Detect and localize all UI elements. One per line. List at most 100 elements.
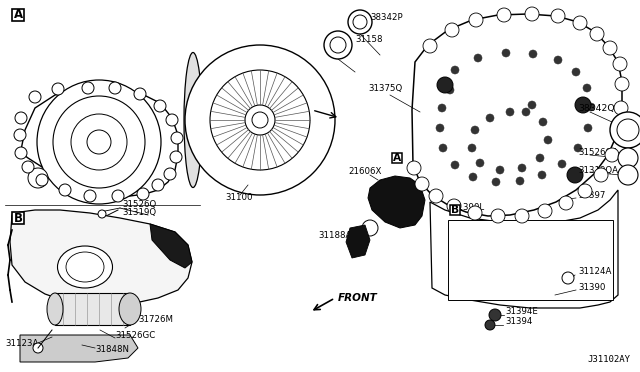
- Polygon shape: [346, 225, 370, 258]
- Ellipse shape: [66, 252, 104, 282]
- Circle shape: [529, 50, 537, 58]
- Circle shape: [185, 45, 335, 195]
- Circle shape: [451, 161, 459, 169]
- Circle shape: [491, 209, 505, 223]
- Polygon shape: [430, 190, 618, 308]
- Ellipse shape: [184, 52, 202, 187]
- Text: 31158: 31158: [355, 35, 383, 45]
- Circle shape: [518, 164, 526, 172]
- Circle shape: [567, 167, 583, 183]
- Circle shape: [583, 84, 591, 92]
- Circle shape: [468, 144, 476, 152]
- Circle shape: [617, 119, 639, 141]
- Circle shape: [539, 118, 547, 126]
- Ellipse shape: [119, 293, 141, 325]
- Circle shape: [429, 189, 443, 203]
- Circle shape: [84, 190, 96, 202]
- Bar: [12, 212, 24, 224]
- Circle shape: [71, 114, 127, 170]
- Text: 31375Q: 31375Q: [368, 83, 403, 93]
- Text: 38342Q: 38342Q: [578, 103, 614, 112]
- Circle shape: [37, 80, 161, 204]
- Circle shape: [474, 54, 482, 62]
- Text: 31848N: 31848N: [95, 346, 129, 355]
- Circle shape: [618, 148, 638, 168]
- Circle shape: [415, 177, 429, 191]
- Polygon shape: [10, 210, 192, 305]
- Circle shape: [584, 124, 592, 132]
- Circle shape: [536, 154, 544, 162]
- Circle shape: [558, 160, 566, 168]
- Circle shape: [170, 151, 182, 163]
- Text: FRONT: FRONT: [338, 293, 378, 303]
- Circle shape: [528, 101, 536, 109]
- Circle shape: [53, 96, 145, 188]
- Text: 31390L: 31390L: [452, 203, 484, 212]
- Circle shape: [52, 83, 64, 95]
- Text: 21606X: 21606X: [348, 167, 381, 176]
- Circle shape: [245, 105, 275, 135]
- Text: 31319QA: 31319QA: [578, 166, 618, 174]
- Text: B: B: [13, 212, 22, 224]
- Circle shape: [171, 132, 183, 144]
- Circle shape: [438, 104, 446, 112]
- Circle shape: [112, 190, 124, 202]
- Circle shape: [613, 57, 627, 71]
- Text: 38342P: 38342P: [370, 13, 403, 22]
- Circle shape: [166, 114, 178, 126]
- Text: J31102AY: J31102AY: [587, 355, 630, 364]
- Circle shape: [15, 147, 27, 159]
- Circle shape: [611, 125, 625, 139]
- Bar: [392, 153, 403, 163]
- Text: 31123A: 31123A: [5, 339, 38, 347]
- Circle shape: [436, 124, 444, 132]
- Circle shape: [486, 114, 494, 122]
- Circle shape: [324, 31, 352, 59]
- Circle shape: [522, 108, 530, 116]
- Circle shape: [98, 210, 106, 218]
- Circle shape: [407, 161, 421, 175]
- Circle shape: [538, 204, 552, 218]
- Ellipse shape: [47, 293, 63, 325]
- Text: 31319Q: 31319Q: [122, 208, 156, 218]
- Circle shape: [590, 27, 604, 41]
- Circle shape: [82, 82, 94, 94]
- Circle shape: [575, 97, 591, 113]
- Circle shape: [516, 177, 524, 185]
- Polygon shape: [20, 88, 178, 196]
- Circle shape: [154, 100, 166, 112]
- Text: 31397: 31397: [578, 190, 605, 199]
- Polygon shape: [20, 335, 138, 362]
- Circle shape: [134, 88, 146, 100]
- Circle shape: [14, 129, 26, 141]
- Circle shape: [615, 77, 629, 91]
- Circle shape: [152, 179, 164, 191]
- Circle shape: [506, 108, 514, 116]
- Circle shape: [348, 10, 372, 34]
- Circle shape: [109, 82, 121, 94]
- Circle shape: [515, 209, 529, 223]
- Circle shape: [559, 196, 573, 210]
- Circle shape: [15, 112, 27, 124]
- Circle shape: [423, 39, 437, 53]
- Circle shape: [137, 188, 149, 200]
- Circle shape: [22, 161, 34, 173]
- Bar: [448, 220, 613, 300]
- Circle shape: [562, 272, 574, 284]
- Circle shape: [610, 112, 640, 148]
- Text: B: B: [451, 205, 459, 215]
- Bar: [450, 205, 460, 215]
- Circle shape: [36, 174, 48, 186]
- Circle shape: [59, 184, 71, 196]
- Text: 31188A: 31188A: [318, 231, 351, 240]
- Text: 31124A: 31124A: [578, 267, 611, 276]
- Circle shape: [502, 49, 510, 57]
- Circle shape: [551, 9, 565, 23]
- Circle shape: [578, 184, 592, 198]
- Circle shape: [496, 166, 504, 174]
- Circle shape: [485, 320, 495, 330]
- Circle shape: [614, 101, 628, 115]
- Circle shape: [28, 168, 48, 188]
- Circle shape: [446, 86, 454, 94]
- Circle shape: [471, 126, 479, 134]
